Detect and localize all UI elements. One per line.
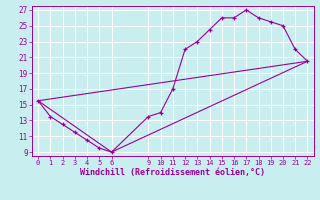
X-axis label: Windchill (Refroidissement éolien,°C): Windchill (Refroidissement éolien,°C) — [80, 168, 265, 177]
